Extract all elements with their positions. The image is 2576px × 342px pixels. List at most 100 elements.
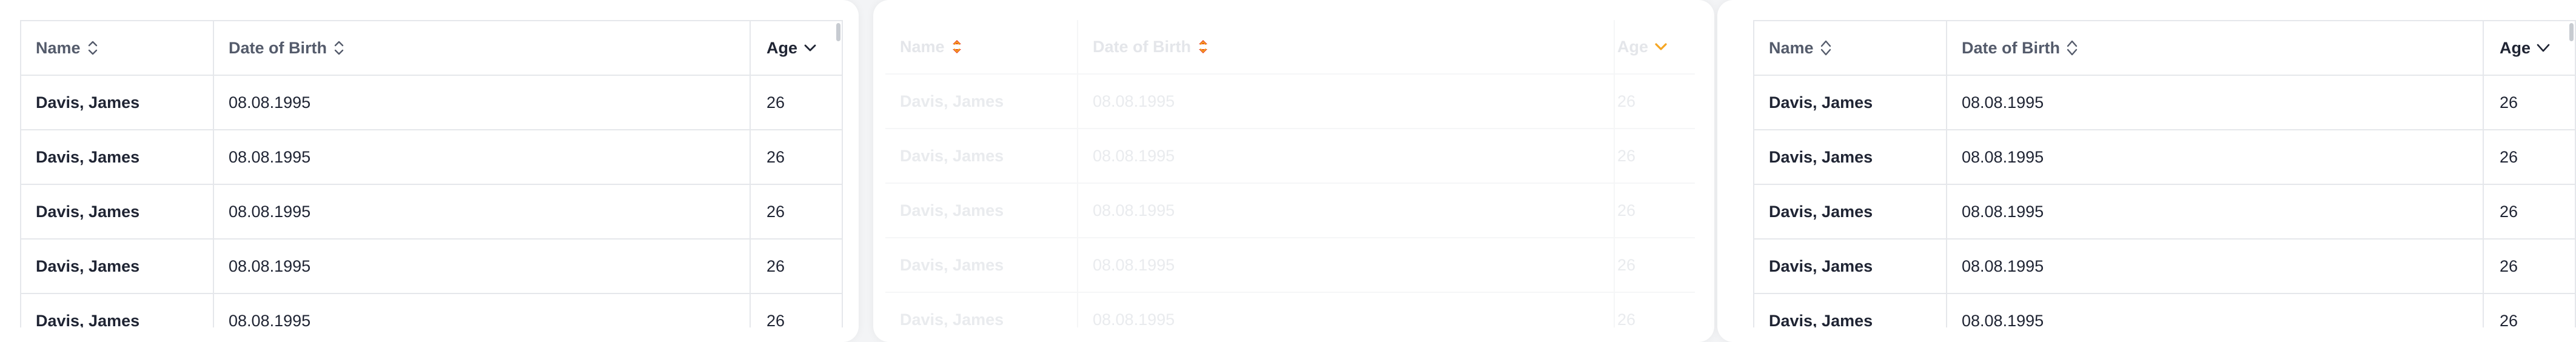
cell-dob: 08.08.1995: [214, 185, 751, 238]
chevron-down-icon[interactable]: [1654, 42, 1668, 51]
data-table: Name Date of Birth Age Davis, James: [1753, 20, 2576, 327]
cell-age: 26: [1617, 201, 1636, 220]
cell-dob: 08.08.1995: [1947, 240, 2484, 293]
table-header-row: Name Date of Birth Age: [1754, 21, 2575, 76]
cell-age: 26: [2500, 202, 2518, 221]
table-row[interactable]: Davis, James 08.08.1995 26: [1754, 240, 2575, 294]
cell-name: Davis, James: [21, 240, 214, 293]
cell-dob: 08.08.1995: [1078, 184, 1615, 237]
table-card-outlined: Name Date of Birth Age Davis, James: [1717, 0, 2576, 342]
table-card-default: Name Date of Birth Age Davis, James: [0, 0, 859, 342]
cell-name: Davis, James: [1754, 240, 1947, 293]
data-table: Name Date of Birth Age Davis, James: [20, 20, 843, 327]
cell-name: Davis, James: [1754, 130, 1947, 184]
table-row[interactable]: Davis, James 08.08.1995 26: [885, 75, 1695, 129]
table-row[interactable]: Davis, James 08.08.1995 26: [21, 294, 842, 327]
cell-age: 26: [2500, 147, 2518, 166]
cell-age: 26: [766, 93, 785, 112]
table-body: Davis, James 08.08.1995 26 Davis, James …: [1754, 76, 2575, 327]
cell-name: Davis, James: [885, 293, 1078, 327]
table-row[interactable]: Davis, James 08.08.1995 26: [1754, 76, 2575, 130]
cell-name: Davis, James: [1754, 76, 1947, 129]
chevron-down-icon[interactable]: [2537, 44, 2550, 52]
cell-name: Davis, James: [21, 130, 214, 184]
cell-name: Davis, James: [21, 76, 214, 129]
sort-updown-icon[interactable]: [87, 39, 99, 57]
table-row[interactable]: Davis, James 08.08.1995 26: [21, 240, 842, 294]
table-row[interactable]: Davis, James 08.08.1995 26: [1754, 185, 2575, 240]
column-header-name[interactable]: Name: [885, 20, 1078, 73]
table-row[interactable]: Davis, James 08.08.1995 26: [885, 184, 1695, 238]
table-row[interactable]: Davis, James 08.08.1995 26: [885, 129, 1695, 184]
cell-name: Davis, James: [885, 184, 1078, 237]
cell-dob: 08.08.1995: [214, 294, 751, 327]
column-header-age[interactable]: Age: [751, 21, 842, 75]
sort-updown-icon[interactable]: [1820, 39, 1832, 57]
table-row[interactable]: Davis, James 08.08.1995 26: [21, 76, 842, 130]
column-header-label: Name: [1769, 38, 1814, 57]
cell-age: 26: [2500, 311, 2518, 328]
data-table: Name Date of Birth Age Davis, James: [885, 20, 1695, 327]
cell-name: Davis, James: [885, 129, 1078, 183]
table-header-row: Name Date of Birth Age: [885, 20, 1695, 75]
column-header-age[interactable]: Age: [2484, 21, 2575, 75]
column-header-label: Date of Birth: [1093, 37, 1191, 56]
column-header-dob[interactable]: Date of Birth: [1947, 21, 2484, 75]
table-row[interactable]: Davis, James 08.08.1995 26: [885, 238, 1695, 293]
cell-dob: 08.08.1995: [214, 130, 751, 184]
cell-dob: 08.08.1995: [1078, 75, 1615, 128]
column-header-label: Date of Birth: [1962, 38, 2060, 57]
cell-dob: 08.08.1995: [1078, 129, 1615, 183]
column-header-label: Name: [900, 37, 945, 56]
cell-dob: 08.08.1995: [1947, 185, 2484, 238]
column-header-age[interactable]: Age: [1602, 20, 1692, 73]
table-body: Davis, James 08.08.1995 26 Davis, James …: [21, 76, 842, 327]
table-card-faded: Name Date of Birth Age Davis, James: [873, 0, 1714, 342]
cell-dob: 08.08.1995: [214, 240, 751, 293]
chevron-down-icon[interactable]: [803, 44, 817, 52]
cell-age: 26: [1617, 310, 1636, 328]
cell-name: Davis, James: [1754, 294, 1947, 327]
column-header-name[interactable]: Name: [1754, 21, 1947, 75]
cell-dob: 08.08.1995: [1078, 238, 1615, 292]
column-header-name[interactable]: Name: [21, 21, 214, 75]
cell-dob: 08.08.1995: [214, 76, 751, 129]
cell-name: Davis, James: [885, 238, 1078, 292]
sort-updown-icon[interactable]: [1197, 38, 1209, 56]
sort-updown-icon[interactable]: [951, 38, 963, 56]
sort-updown-icon[interactable]: [333, 39, 345, 57]
cell-age: 26: [766, 147, 785, 166]
column-header-label: Date of Birth: [229, 38, 327, 57]
scrollbar-thumb[interactable]: [836, 23, 840, 41]
table-header-row: Name Date of Birth Age: [21, 21, 842, 76]
column-header-label: Age: [2500, 38, 2531, 57]
cell-age: 26: [1617, 255, 1636, 274]
table-row[interactable]: Davis, James 08.08.1995 26: [21, 185, 842, 240]
column-header-dob[interactable]: Date of Birth: [214, 21, 751, 75]
table-body: Davis, James 08.08.1995 26 Davis, James …: [885, 75, 1695, 327]
column-header-label: Age: [1617, 37, 1649, 56]
cell-age: 26: [1617, 146, 1636, 165]
cell-age: 26: [1617, 92, 1636, 110]
cell-age: 26: [2500, 93, 2518, 112]
cell-age: 26: [766, 311, 785, 328]
cell-dob: 08.08.1995: [1947, 76, 2484, 129]
table-row[interactable]: Davis, James 08.08.1995 26: [21, 130, 842, 185]
column-header-dob[interactable]: Date of Birth: [1078, 20, 1615, 73]
cell-age: 26: [766, 202, 785, 221]
scrollbar-thumb[interactable]: [2569, 23, 2574, 41]
cell-age: 26: [2500, 256, 2518, 275]
cell-dob: 08.08.1995: [1947, 294, 2484, 327]
table-row[interactable]: Davis, James 08.08.1995 26: [1754, 130, 2575, 185]
table-row[interactable]: Davis, James 08.08.1995 26: [1754, 294, 2575, 327]
column-header-label: Age: [766, 38, 798, 57]
cell-name: Davis, James: [21, 185, 214, 238]
cell-dob: 08.08.1995: [1078, 293, 1615, 327]
cell-name: Davis, James: [885, 75, 1078, 128]
cell-dob: 08.08.1995: [1947, 130, 2484, 184]
cell-name: Davis, James: [1754, 185, 1947, 238]
table-row[interactable]: Davis, James 08.08.1995 26: [885, 293, 1695, 327]
column-header-label: Name: [36, 38, 81, 57]
cell-name: Davis, James: [21, 294, 214, 327]
sort-updown-icon[interactable]: [2066, 39, 2078, 57]
